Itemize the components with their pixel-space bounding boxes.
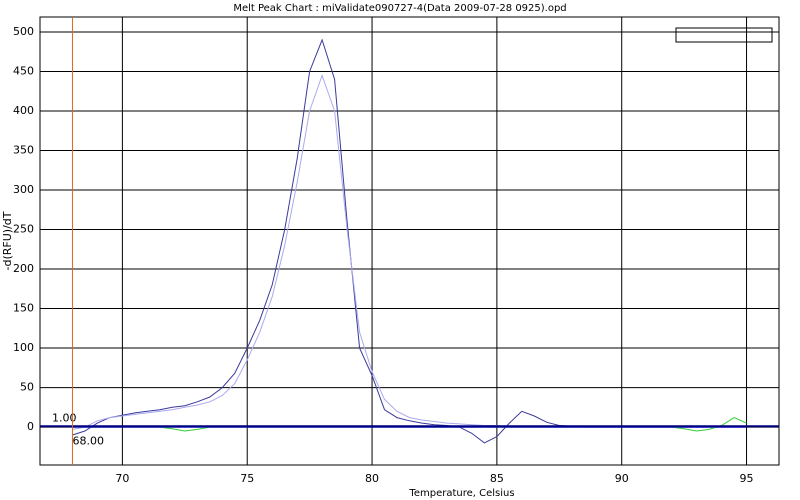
x-tick-label: 90 [615,472,629,485]
x-tick-label: 75 [240,472,254,485]
x-tick-label: 80 [365,472,379,485]
y-tick-label: 250 [13,223,34,236]
legend-box [675,27,773,43]
plot-frame [39,16,780,466]
y-tick-label: 150 [13,302,34,315]
y-tick-label: 350 [13,144,34,157]
x-tick-label: 70 [115,472,129,485]
y-tick-label: 400 [13,104,34,117]
x-axis-label: Temperature, Celsius [408,488,514,499]
x-tick-label: 95 [740,472,754,485]
y-tick-label: 100 [13,341,34,354]
y-tick-label: 500 [13,25,34,38]
y-tick-label: 50 [20,381,34,394]
y-tick-label: 450 [13,65,34,78]
y-tick-label: 300 [13,183,34,196]
marker-label: 68.00 [72,434,104,447]
threshold-label: 1.00 [52,411,77,424]
y-tick-label: 200 [13,262,34,275]
y-tick-label: 0 [27,420,34,433]
chart-title: Melt Peak Chart : miValidate090727-4(Dat… [233,3,566,14]
x-tick-label: 85 [490,472,504,485]
y-axis-label: -d(RFU)/dT [1,211,14,270]
